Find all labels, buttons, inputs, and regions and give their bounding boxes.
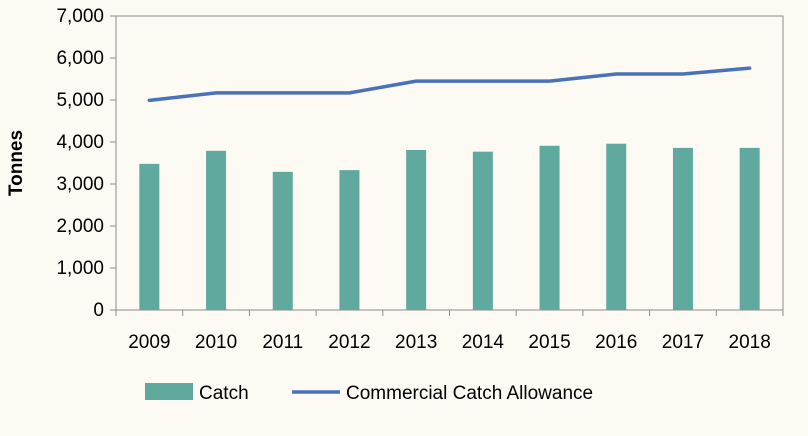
x-tick-label: 2018: [729, 332, 771, 353]
y-tick-label: 4,000: [56, 132, 104, 153]
y-tick-label: 5,000: [56, 90, 104, 111]
y-axis-title: Tonnes: [6, 130, 27, 196]
x-tick-label: 2017: [662, 332, 704, 353]
y-tick-label: 3,000: [56, 174, 104, 195]
bar-catch-2010: [206, 150, 227, 310]
x-tick-label: 2011: [262, 332, 303, 353]
bar-catch-2011: [272, 171, 293, 310]
y-tick-label: 1,000: [56, 258, 104, 279]
bar-catch-2015: [539, 145, 560, 310]
x-axis: 2009 2010 2011 2012 2013 2014 2015 2016 2017 2018: [115, 310, 784, 353]
legend: Catch Commercial Catch Allowance: [145, 383, 593, 404]
y-tick-label: 7,000: [56, 6, 104, 27]
x-tick-label: 2013: [395, 332, 437, 353]
x-tick-label: 2010: [195, 332, 237, 353]
bar-catch-2017: [672, 147, 693, 310]
x-tick-label: 2009: [128, 332, 170, 353]
legend-label-catch: Catch: [199, 383, 249, 404]
bar-catch-2012: [339, 170, 360, 310]
line-commercial-catch-allowance: [147, 66, 752, 103]
x-tick-label: 2016: [595, 332, 637, 353]
x-tick-label: 2012: [328, 332, 370, 353]
y-tick-label: 2,000: [56, 216, 104, 237]
bar-catch-2014: [472, 151, 493, 310]
bar-catch-2013: [406, 149, 427, 310]
bar-catch-2018: [739, 147, 760, 310]
legend-label-commercial-catch-allowance: Commercial Catch Allowance: [346, 383, 593, 404]
plot-area: [115, 15, 784, 311]
y-tick-label: 0: [93, 300, 104, 321]
x-tick-label: 2014: [462, 332, 505, 353]
x-tick-label: 2015: [528, 332, 570, 353]
bar-catch-2009: [139, 163, 160, 310]
y-tick-label: 6,000: [56, 48, 104, 69]
y-axis: 0 1,000 2,000 3,000 4,000 5,000 6,000 7,000: [56, 6, 116, 321]
legend-swatch-catch: [145, 383, 193, 400]
bar-catch-2016: [606, 143, 627, 310]
